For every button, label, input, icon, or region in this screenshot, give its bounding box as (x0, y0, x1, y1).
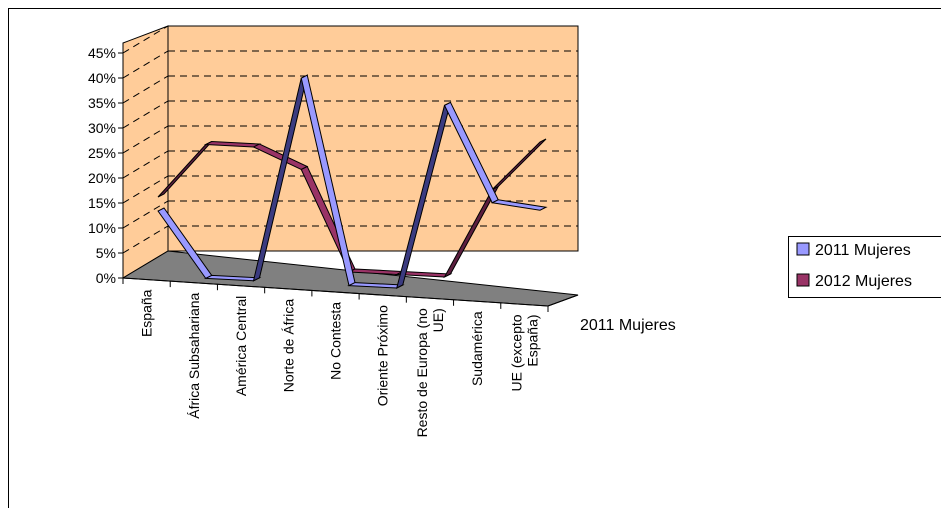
gridlines (122, 25, 578, 254)
x-category-label: UE (exceptoEspaña) (508, 314, 540, 391)
depth-axis-label: 2011 Mujeres (580, 317, 676, 334)
depth-axis-line (547, 294, 579, 307)
y-tick-label: 45% (88, 45, 116, 61)
legend: 2011 Mujeres 2012 Mujeres (788, 236, 941, 298)
x-category-label: Norte de África (280, 299, 296, 393)
gridline-side (122, 150, 169, 179)
x-category-label: No Contesta (328, 302, 344, 380)
x-category-label: África Subsahariana (186, 292, 202, 418)
gridline-side (122, 175, 169, 204)
legend-label-2012-mujeres: 2012 Mujeres (815, 273, 912, 290)
legend-swatch-2012-mujeres (796, 273, 810, 287)
side-wall (122, 25, 169, 279)
y-tick-label: 0% (96, 270, 116, 286)
y-tick-label: 40% (88, 70, 116, 86)
gridline-side (122, 125, 169, 154)
gridline-side (122, 225, 169, 254)
y-tick-label: 30% (88, 120, 116, 136)
y-tick-label: 5% (96, 245, 116, 261)
series-segment (490, 199, 548, 211)
x-category-label: España (139, 289, 155, 337)
series-segment (491, 138, 547, 190)
y-tick-label: 35% (88, 95, 116, 111)
back-wall (167, 25, 579, 252)
legend-box (788, 236, 941, 298)
x-axis: España África Subsahariana América Central… (122, 277, 579, 437)
y-axis: 0% 5% 10% 15% 20% 25% 30% 35% 40% 45% (88, 43, 124, 286)
x-category-label: Oriente Próximo (375, 305, 391, 406)
x-category-label: Sudamérica (469, 311, 485, 386)
gridline-side (122, 200, 169, 229)
legend-label-2011-mujeres: 2011 Mujeres (815, 242, 911, 259)
x-category-label: América Central (233, 296, 249, 396)
y-tick-label: 10% (88, 220, 116, 236)
x-category-label: Resto de Europa (noUE) (414, 308, 446, 437)
x-axis-line (122, 277, 549, 307)
y-tick-label: 25% (88, 145, 116, 161)
gridline-side (122, 25, 169, 54)
y-tick-label: 20% (88, 170, 116, 186)
y-tick-label: 15% (88, 195, 116, 211)
gridline-side (122, 75, 169, 104)
legend-swatch-2011-mujeres (796, 242, 810, 256)
gridline-side (122, 100, 169, 129)
gridline-side (122, 50, 169, 79)
series-2011-mujeres (157, 74, 548, 289)
